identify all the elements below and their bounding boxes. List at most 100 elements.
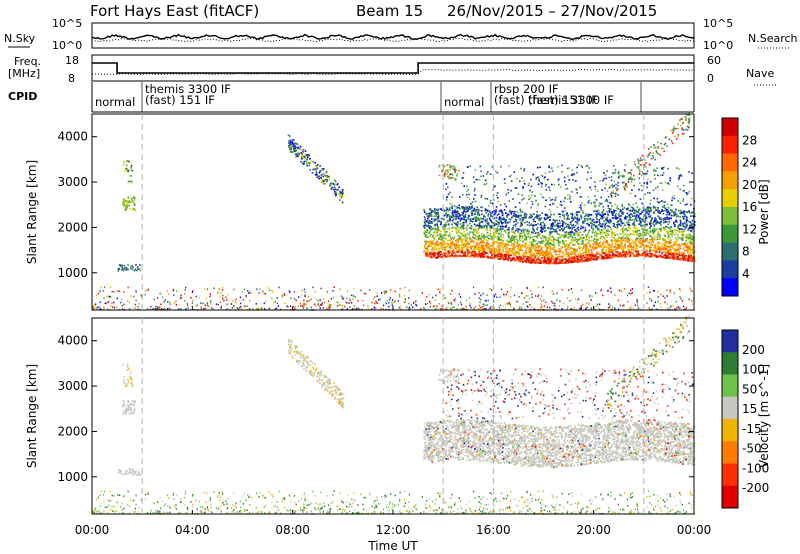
data-cell bbox=[522, 231, 525, 234]
data-cell bbox=[629, 242, 631, 244]
data-cell bbox=[464, 219, 467, 221]
data-cell bbox=[504, 258, 507, 260]
data-cell bbox=[204, 304, 206, 306]
data-cell bbox=[612, 305, 614, 308]
data-cell bbox=[230, 303, 233, 305]
data-cell bbox=[327, 300, 330, 303]
data-cell bbox=[594, 241, 596, 243]
data-cell bbox=[346, 308, 349, 310]
data-cell bbox=[495, 216, 498, 219]
data-cell bbox=[505, 240, 508, 242]
data-cell bbox=[582, 260, 585, 262]
data-cell bbox=[650, 253, 652, 255]
data-cell bbox=[566, 246, 569, 248]
data-cell bbox=[567, 305, 569, 308]
data-cell bbox=[621, 245, 623, 247]
data-cell bbox=[314, 162, 316, 164]
data-cell bbox=[317, 303, 319, 306]
data-cell bbox=[478, 304, 480, 307]
data-cell bbox=[504, 230, 507, 233]
data-cell bbox=[238, 308, 240, 311]
data-cell bbox=[470, 251, 473, 253]
data-cell bbox=[336, 183, 339, 186]
data-cell bbox=[408, 302, 410, 305]
data-cell bbox=[682, 256, 684, 259]
data-cell bbox=[684, 227, 686, 229]
data-cell bbox=[539, 214, 541, 216]
data-cell bbox=[666, 216, 668, 219]
data-cell bbox=[249, 291, 251, 294]
data-cell bbox=[450, 303, 453, 306]
data-cell bbox=[353, 305, 356, 307]
data-cell bbox=[691, 215, 694, 217]
data-cell bbox=[687, 220, 690, 223]
data-cell bbox=[683, 222, 686, 224]
data-cell bbox=[318, 175, 320, 178]
data-cell bbox=[577, 255, 580, 258]
data-cell bbox=[440, 222, 442, 225]
data-cell bbox=[563, 302, 565, 305]
data-cell bbox=[605, 246, 608, 248]
data-cell bbox=[472, 242, 475, 244]
data-cell bbox=[302, 307, 304, 309]
data-cell bbox=[209, 300, 212, 303]
data-cell bbox=[496, 221, 499, 223]
data-cell bbox=[315, 169, 318, 172]
data-cell bbox=[678, 252, 681, 255]
data-cell bbox=[126, 160, 128, 162]
data-cell bbox=[306, 165, 308, 167]
data-cell bbox=[291, 142, 294, 144]
data-cell bbox=[667, 241, 670, 243]
data-cell bbox=[630, 307, 632, 310]
data-cell bbox=[345, 301, 347, 303]
data-cell bbox=[685, 307, 687, 309]
data-cell bbox=[333, 286, 335, 288]
freq-line bbox=[92, 62, 694, 74]
data-cell bbox=[322, 175, 324, 178]
data-cell bbox=[584, 215, 586, 218]
data-cell bbox=[549, 256, 551, 258]
data-cell bbox=[480, 306, 482, 309]
data-cell bbox=[499, 219, 502, 221]
data-cell bbox=[510, 252, 513, 255]
data-cell bbox=[147, 287, 149, 290]
data-cell bbox=[686, 216, 688, 219]
data-cell bbox=[560, 247, 563, 249]
data-cell bbox=[325, 176, 328, 178]
data-cell bbox=[465, 244, 467, 247]
data-cell bbox=[121, 267, 124, 269]
data-cell bbox=[578, 260, 581, 263]
data-cell bbox=[591, 247, 594, 249]
data-cell bbox=[435, 244, 437, 246]
data-cell bbox=[553, 237, 555, 240]
data-cell bbox=[126, 169, 128, 172]
data-cell bbox=[529, 246, 531, 249]
data-cell bbox=[357, 300, 359, 302]
data-cell bbox=[511, 239, 514, 242]
data-cell bbox=[667, 252, 670, 255]
data-cell bbox=[600, 229, 603, 231]
data-cell bbox=[433, 255, 435, 258]
data-cell bbox=[505, 257, 507, 260]
data-cell bbox=[615, 243, 618, 246]
data-cell bbox=[306, 156, 309, 159]
data-cell bbox=[650, 243, 653, 246]
data-cell bbox=[425, 231, 427, 233]
data-cell bbox=[682, 252, 685, 254]
data-cell bbox=[586, 306, 588, 309]
data-cell bbox=[576, 217, 579, 219]
data-cell bbox=[549, 215, 551, 218]
data-cell bbox=[543, 299, 545, 302]
data-cell bbox=[185, 286, 187, 289]
data-cell bbox=[680, 237, 683, 239]
data-cell bbox=[597, 209, 600, 212]
data-cell bbox=[589, 239, 592, 242]
data-cell bbox=[289, 151, 292, 153]
data-cell bbox=[317, 299, 319, 302]
data-cell bbox=[643, 226, 646, 228]
data-cell bbox=[447, 301, 449, 304]
data-cell bbox=[545, 301, 547, 304]
data-cell bbox=[481, 249, 484, 251]
data-cell bbox=[480, 247, 483, 249]
data-cell bbox=[375, 307, 377, 309]
